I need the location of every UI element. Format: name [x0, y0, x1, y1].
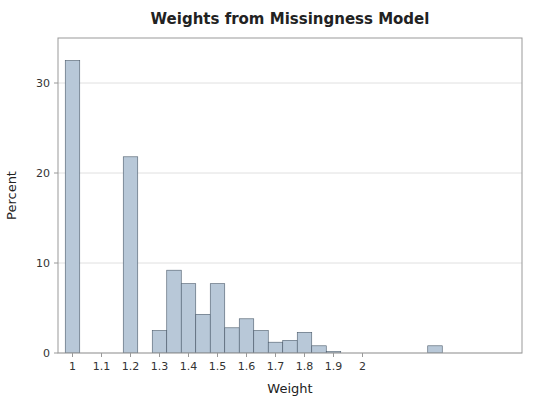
background — [0, 0, 540, 405]
bar — [225, 328, 240, 353]
x-tick — [101, 353, 102, 357]
x-axis: 1 1.1 1.2 1.3 1.4 1.5 1.6 1.7 1.8 1.9 2 — [69, 353, 366, 373]
bar — [123, 157, 138, 353]
x-tick-label: 1.6 — [238, 360, 256, 373]
x-axis-label: Weight — [267, 381, 312, 396]
bar — [210, 284, 225, 353]
x-tick — [275, 353, 276, 357]
x-tick — [130, 353, 131, 357]
x-tick — [362, 353, 363, 357]
y-tick-label: 30 — [36, 77, 50, 90]
bar — [297, 332, 312, 353]
y-axis: 0 10 20 30 — [36, 77, 58, 360]
x-tick-label: 1 — [69, 360, 76, 373]
x-tick-label: 1.4 — [180, 360, 198, 373]
x-tick — [72, 353, 73, 357]
bar — [152, 331, 167, 354]
y-tick — [54, 353, 58, 354]
bar — [283, 340, 298, 353]
y-tick — [54, 173, 58, 174]
y-axis-label: Percent — [4, 171, 19, 220]
plot-frame — [58, 38, 522, 353]
x-tick-label: 1.3 — [151, 360, 169, 373]
bars — [65, 61, 442, 354]
x-tick — [333, 353, 334, 357]
bar — [196, 314, 211, 353]
x-tick — [159, 353, 160, 357]
x-tick-label: 1.9 — [325, 360, 343, 373]
title: Weights from Missingness Model — [151, 10, 430, 28]
x-tick-label: 1.2 — [122, 360, 140, 373]
x-tick-label: 2 — [359, 360, 366, 373]
chart: 11.11.21.31.41.51.61.71.81.920102030Weig… — [0, 0, 540, 405]
grid — [58, 83, 522, 353]
bar — [65, 61, 80, 354]
y-tick-label: 20 — [36, 167, 50, 180]
bar — [312, 346, 327, 353]
x-tick — [217, 353, 218, 357]
y-tick — [54, 83, 58, 84]
bar — [428, 346, 443, 353]
y-tick-label: 10 — [36, 257, 50, 270]
bar — [254, 331, 269, 354]
x-tick — [188, 353, 189, 357]
bar — [268, 342, 283, 353]
x-tick-label: 1.5 — [209, 360, 227, 373]
x-tick-label: 1.7 — [267, 360, 285, 373]
y-tick-label: 0 — [43, 347, 50, 360]
x-tick-label: 1.1 — [93, 360, 111, 373]
bar — [167, 270, 182, 353]
x-tick — [246, 353, 247, 357]
grid-line — [58, 83, 522, 84]
x-tick — [304, 353, 305, 357]
y-tick — [54, 263, 58, 264]
bar — [239, 319, 254, 353]
bar — [181, 284, 196, 353]
x-tick-label: 1.8 — [296, 360, 314, 373]
